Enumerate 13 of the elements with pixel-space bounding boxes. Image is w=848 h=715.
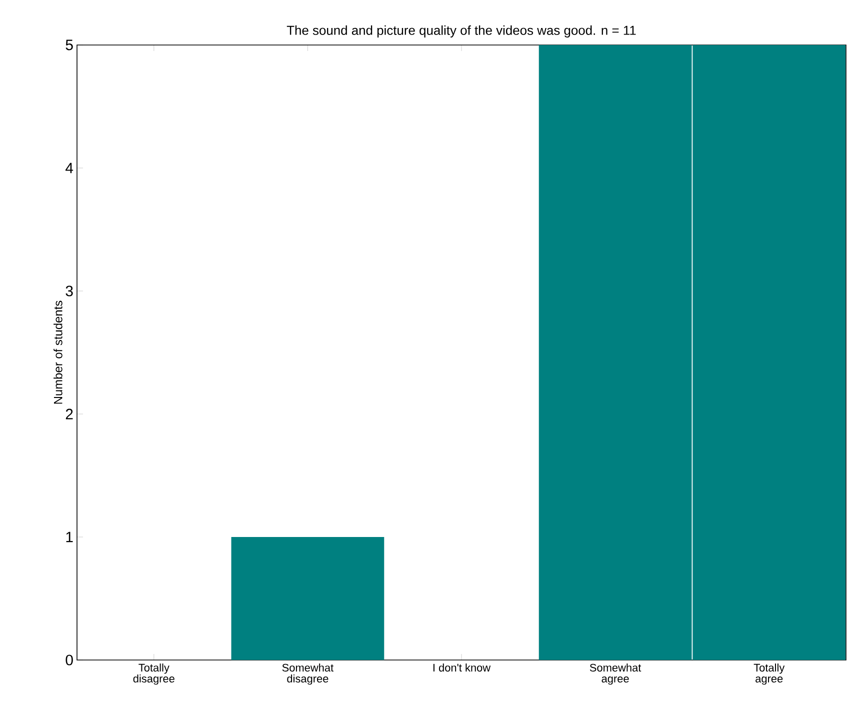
- y-tick-label: 2: [66, 408, 73, 420]
- y-tick-label: 0: [66, 654, 73, 666]
- x-tick-label: Totally agree: [754, 664, 785, 685]
- x-tick-label: I don't know: [433, 664, 491, 672]
- y-axis-title: Number of students: [54, 300, 62, 404]
- y-tick-label: 5: [66, 40, 73, 50]
- y-tick-label: 1: [66, 532, 73, 542]
- chart-title: The sound and picture quality of the videos was good. n = 11: [286, 25, 636, 38]
- y-tick-label: 3: [66, 286, 73, 296]
- x-tick-label: Somewhat disagree: [282, 664, 334, 685]
- x-tick-label: Totally disagree: [133, 664, 174, 685]
- y-tick-label: 4: [66, 162, 74, 174]
- x-tick-label: Somewhat agree: [590, 664, 642, 685]
